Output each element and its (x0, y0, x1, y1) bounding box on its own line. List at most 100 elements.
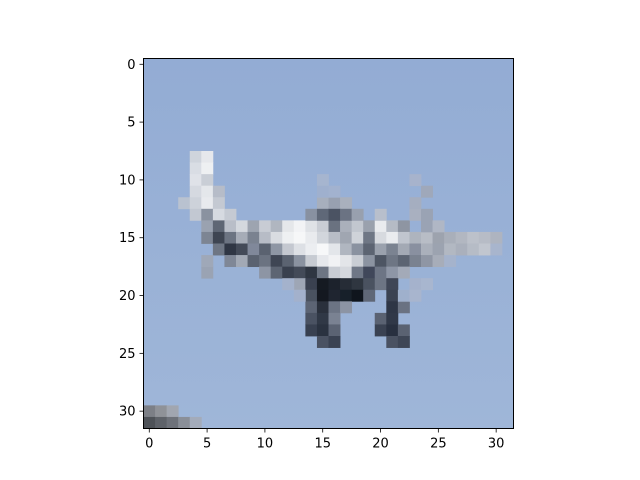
image-pixel (166, 405, 179, 418)
image-pixel (328, 324, 341, 337)
image-pixel (282, 278, 295, 291)
image-pixel (293, 255, 306, 268)
image-pixel (409, 174, 422, 187)
image-pixel (305, 266, 318, 279)
image-pixel (363, 231, 376, 244)
image-pixel (328, 208, 341, 221)
x-tick-label: 5 (203, 437, 211, 452)
image-pixel (224, 231, 237, 244)
image-pixel (212, 220, 225, 233)
image-pixel (166, 416, 179, 429)
image-pixel (386, 312, 399, 325)
image-pixel (386, 278, 399, 291)
image-pixel (386, 324, 399, 337)
image-pixel (374, 220, 387, 233)
image-pixel (201, 231, 214, 244)
image-pixel (259, 266, 272, 279)
image-pixel (421, 255, 433, 268)
image-pixel (189, 197, 202, 210)
image-pixel (397, 255, 410, 268)
image-pixel (305, 324, 318, 337)
x-axis: 0 5 10 15 20 25 30 (145, 428, 505, 452)
image-pixel (143, 416, 156, 429)
image-pixel (444, 231, 457, 244)
image-pixel (340, 289, 353, 302)
image-pixel (432, 243, 445, 256)
image-pixel (340, 278, 353, 291)
x-tick-label: 30 (488, 437, 505, 452)
image-pixel (178, 416, 191, 429)
image-pixel (386, 336, 399, 348)
image-pixel (340, 231, 353, 244)
image-pixel (189, 185, 202, 198)
image-pixel (432, 231, 445, 244)
image-pixel (305, 289, 318, 302)
image-pixel (236, 220, 248, 233)
image-pixel (444, 243, 457, 256)
y-tick-label: 15 (119, 231, 136, 246)
image-pixel (374, 278, 387, 291)
image-pixel (340, 255, 353, 268)
y-tick-label: 5 (127, 116, 135, 131)
image-pixel (305, 208, 318, 221)
image-pixel (421, 185, 433, 198)
image-pixel (282, 220, 295, 233)
x-tick-label: 15 (314, 437, 331, 452)
image-pixel (212, 185, 225, 198)
image-pixel (143, 405, 156, 418)
image-pixel (316, 278, 329, 291)
image-pixel (409, 278, 422, 291)
image-pixel (397, 220, 410, 233)
image-pixel (178, 197, 191, 210)
image-pixel (247, 231, 260, 244)
image-pixel (328, 336, 341, 348)
image-pixel (397, 324, 410, 337)
image-pixel (247, 220, 260, 233)
image-pixel (293, 243, 306, 256)
image-pixel (201, 162, 214, 175)
image-pixel (224, 220, 237, 233)
image-pixel (409, 289, 422, 302)
image-pixel (328, 312, 341, 325)
image-pixel (201, 151, 214, 163)
image-pixel (444, 255, 457, 268)
image-pixel (316, 301, 329, 314)
image-pixel (282, 243, 295, 256)
image-pixel (282, 255, 295, 268)
image-pixel (316, 208, 329, 221)
image-pixel (351, 278, 364, 291)
image-pixel (293, 266, 306, 279)
image-pixel (363, 289, 376, 302)
image-pixel (282, 231, 295, 244)
image-pixel (305, 312, 318, 325)
y-tick-label: 20 (119, 289, 136, 304)
image-pixel (293, 231, 306, 244)
image-pixel (374, 266, 387, 279)
image-pixel (305, 301, 318, 314)
image-pixel (467, 243, 480, 256)
image-pixel (236, 243, 248, 256)
image-pixel (201, 208, 214, 221)
image-pixel (351, 243, 364, 256)
image-pixel (340, 208, 353, 221)
image-pixel (386, 289, 399, 302)
image-pixel (386, 243, 399, 256)
image-pixel (305, 220, 318, 233)
image-pixel (328, 220, 341, 233)
image-pixel (282, 266, 295, 279)
image-pixel (316, 231, 329, 244)
image-pixel (409, 231, 422, 244)
image-pixel (212, 243, 225, 256)
image-pixel (316, 197, 329, 210)
image-pixel (432, 255, 445, 268)
image-pixel (409, 197, 422, 210)
image-pixel (386, 255, 399, 268)
image-pixel (224, 243, 237, 256)
image-pixel (189, 162, 202, 175)
image-pixel (351, 220, 364, 233)
image-pixel (212, 231, 225, 244)
image-pixel (421, 208, 433, 221)
image-pixel (363, 243, 376, 256)
pixel-image (143, 58, 514, 429)
image-pixel (328, 243, 341, 256)
